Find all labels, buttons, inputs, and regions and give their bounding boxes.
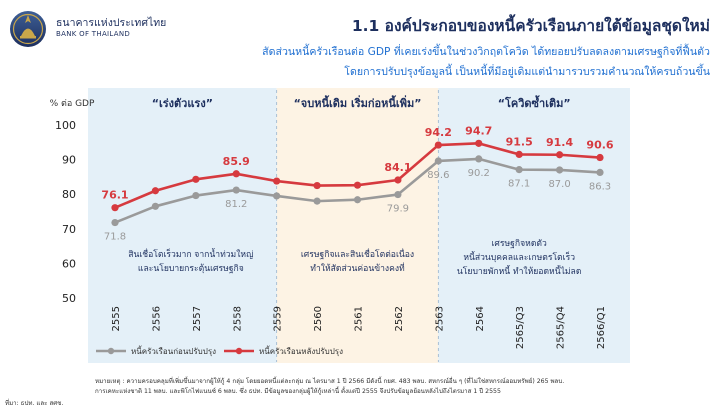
org-name-english: BANK OF THAILAND [56, 30, 131, 38]
data-point [353, 196, 362, 204]
data-point [515, 166, 523, 174]
data-label: 89.6 [427, 170, 449, 181]
data-point [515, 150, 523, 159]
period-note: ทำให้สัดส่วนค่อนข้างคงที่ [310, 262, 405, 274]
bot-seal-icon [10, 11, 46, 47]
data-point [232, 170, 240, 178]
legend-swatch-marker [107, 347, 115, 355]
period-label: “เร่งตัวแรง” [152, 97, 213, 110]
data-label: 79.9 [387, 204, 409, 215]
data-point [111, 218, 119, 227]
data-label: 91.5 [506, 135, 533, 148]
data-point [596, 153, 604, 162]
data-point [434, 141, 442, 149]
data-point [273, 192, 281, 200]
x-tick-label: 2559 [273, 306, 284, 331]
data-label: 84.1 [384, 161, 411, 174]
org-name-thai: ธนาคารแห่งประเทศไทย [56, 17, 167, 29]
data-point [192, 191, 200, 200]
data-point [394, 190, 402, 199]
period-label: “โควิดซ้ำเติม” [498, 95, 571, 110]
x-tick-label: 2562 [394, 306, 405, 331]
data-label: 76.1 [101, 189, 128, 202]
data-point [232, 186, 240, 194]
period-note: เศรษฐกิจหดตัว [492, 239, 547, 249]
x-tick-label: 2564 [475, 306, 486, 331]
footnote-line-1: หมายเหตุ : ความครอบคลุมที่เพิ่มขึ้นมาจาก… [95, 378, 565, 385]
x-tick-label: 2558 [232, 306, 243, 331]
footnote-line-2: การเคหะแห่งชาติ 11 พลบ. และพิโกไฟแนนซ์ 6… [95, 388, 501, 395]
header: ธนาคารแห่งประเทศไทย BANK OF THAILAND 1.1… [0, 0, 722, 62]
data-point [596, 168, 604, 177]
data-point [111, 204, 119, 212]
data-label: 90.2 [468, 168, 490, 179]
data-point [394, 176, 402, 184]
data-label: 91.4 [546, 136, 573, 149]
x-tick-label: 2556 [151, 306, 162, 331]
x-tick-label: 2560 [313, 306, 324, 331]
data-label: 85.9 [223, 155, 250, 168]
data-point [475, 155, 483, 163]
subtitle-line-2: โดยการปรับปรุงข้อมูลนี้ เป็นหนี้ที่มีอยู… [344, 66, 710, 78]
y-axis-label: % ต่อ GDP [50, 99, 95, 109]
data-point [475, 139, 483, 147]
legend-swatch-marker [235, 347, 243, 355]
subtitle-line-1: สัดส่วนหนี้ครัวเรือนต่อ GDP ที่เคยเร่งขึ… [262, 46, 710, 58]
data-label: 71.8 [104, 232, 126, 243]
data-point [192, 175, 200, 183]
x-tick-label: 2565/Q4 [556, 306, 567, 349]
period-label: “จบหนี้เดิม เริ่มก่อหนี้เพิ่ม” [294, 95, 422, 110]
data-label: 87.1 [508, 179, 530, 190]
data-label: 81.2 [225, 199, 247, 210]
x-tick-label: 2555 [111, 306, 122, 331]
legend-label: หนี้ครัวเรือนหลังปรับปรุง [259, 345, 343, 356]
period-band [438, 88, 630, 363]
legend-label: หนี้ครัวเรือนก่อนปรับปรุง [131, 345, 216, 356]
y-tick-label: 50 [62, 292, 76, 305]
x-tick-label: 2561 [354, 306, 365, 331]
data-point [273, 177, 281, 185]
x-tick-label: 2557 [192, 306, 203, 331]
period-band [88, 88, 277, 363]
y-tick-label: 100 [55, 119, 76, 132]
y-tick-label: 70 [62, 223, 76, 236]
x-tick-label: 2563 [434, 306, 445, 331]
data-label: 87.0 [548, 179, 570, 190]
footer: หมายเหตุ : ความครอบคลุมที่เพิ่มขึ้นมาจาก… [0, 372, 722, 407]
slide-title: 1.1 องค์ประกอบของหนี้ครัวเรือนภายใต้ข้อม… [351, 17, 710, 35]
data-point [151, 187, 160, 195]
household-debt-chart: “เร่งตัวแรง” “จบหนี้เดิม เริ่มก่อหนี้เพิ่… [50, 88, 630, 363]
y-tick-label: 90 [62, 154, 76, 167]
period-band [276, 88, 439, 363]
data-point [313, 181, 321, 190]
data-point [151, 202, 160, 210]
period-note: สินเชื่อโตเร็วมาก จากน้ำท่วมใหญ่ [128, 247, 253, 260]
data-point [313, 197, 321, 205]
data-label: 94.2 [425, 126, 452, 139]
data-label: 86.3 [589, 181, 611, 192]
period-note: และนโยบายกระตุ้นเศรษฐกิจ [138, 263, 244, 274]
x-tick-label: 2566/Q1 [596, 306, 607, 349]
data-label: 90.6 [586, 139, 613, 152]
x-tick-label: 2565/Q3 [515, 306, 526, 349]
data-point [555, 151, 564, 159]
data-label: 94.7 [465, 124, 492, 137]
period-note: เศรษฐกิจและสินเชื่อโตต่อเนื่อง [301, 248, 414, 260]
y-tick-label: 80 [62, 188, 76, 201]
data-point [434, 157, 442, 165]
source-note: ที่มา: ธปท. และ สศช. [5, 400, 64, 407]
data-point [555, 166, 564, 174]
y-tick-label: 60 [62, 257, 76, 270]
bot-logo: ธนาคารแห่งประเทศไทย BANK OF THAILAND [8, 6, 254, 50]
data-point [353, 181, 362, 189]
period-note: นโยบายพักหนี้ ทำให้ยอดหนี้ไม่ลด [457, 264, 581, 277]
period-note: หนี้ส่วนบุคคลและเกษตรโตเร็ว [463, 250, 575, 263]
